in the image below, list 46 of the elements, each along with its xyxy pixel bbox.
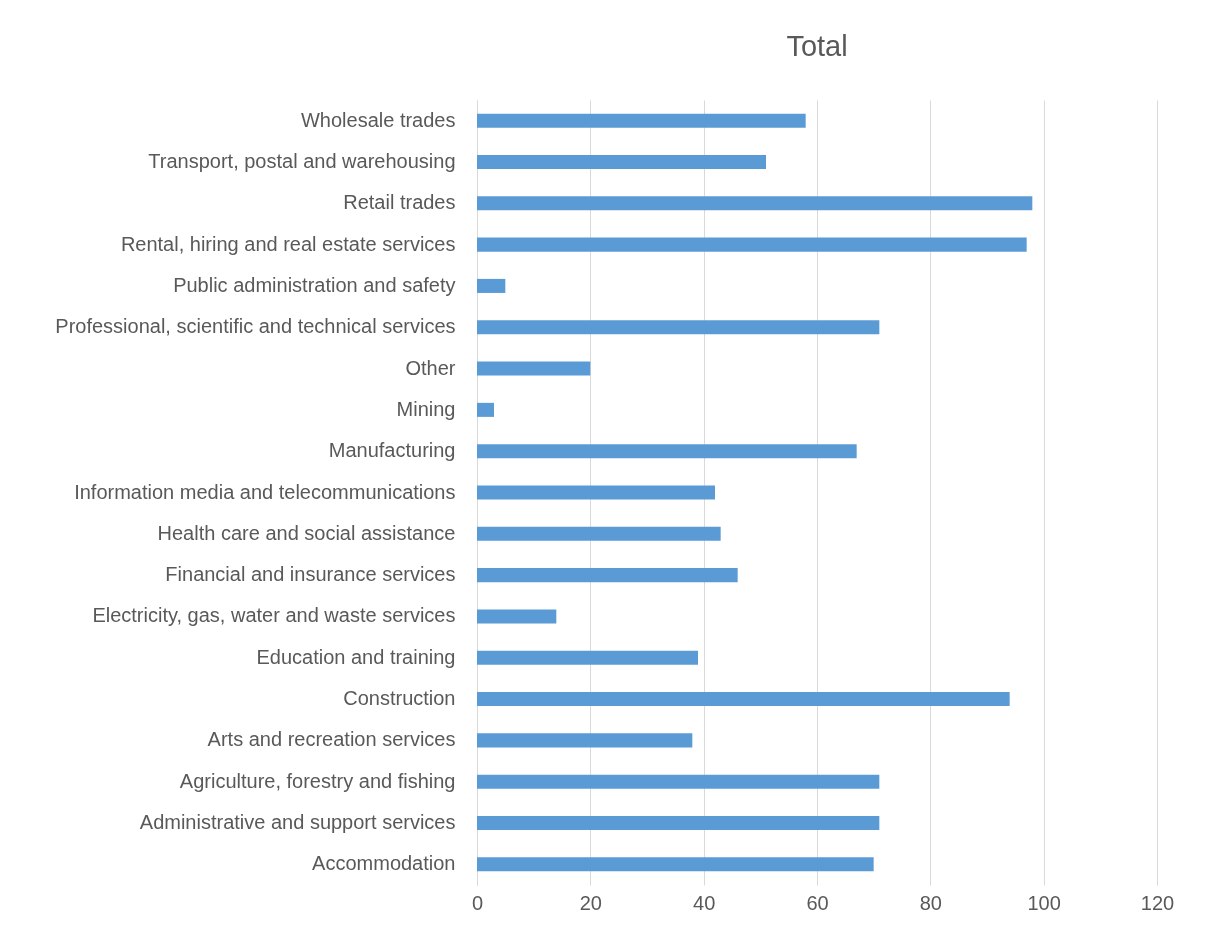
bar [477,857,874,872]
y-tick-label: Rental, hiring and real estate services [120,232,456,255]
x-tick-label: 40 [693,891,716,914]
y-tick-label: Mining [396,397,456,420]
y-tick-label: Arts and recreation services [207,728,456,751]
bar [477,237,1027,252]
bar [477,485,715,500]
chart-title: Total [786,30,848,62]
y-tick-label: Professional, scientific and technical services [55,315,456,338]
bar [477,816,880,831]
y-tick-label: Manufacturing [328,439,456,462]
x-tick-label: 20 [579,891,602,914]
bar [477,774,880,789]
y-tick-label: Retail trades [343,191,456,214]
bar [477,526,721,541]
y-tick-label: Public administration and safety [173,273,456,296]
bar [477,320,880,335]
bar [477,113,806,128]
bar [477,361,591,376]
bar [477,568,738,583]
bar [477,402,494,417]
y-tick-label: Electricity, gas, water and waste services [92,604,456,627]
y-tick-label: Wholesale trades [300,108,456,131]
x-tick-label: 80 [919,891,942,914]
y-tick-label: Transport, postal and warehousing [148,149,456,172]
bar [477,733,693,748]
bar [477,278,506,293]
y-tick-label: Construction [343,687,456,710]
y-tick-label: Education and training [256,645,456,668]
y-tick-label: Administrative and support services [139,811,456,834]
x-tick-label: 0 [471,891,484,914]
bar [477,692,1010,707]
bar [477,650,698,665]
bar [477,154,766,169]
y-tick-label: Health care and social assistance [157,521,456,544]
y-tick-label: Financial and insurance services [165,563,456,586]
y-tick-label: Agriculture, forestry and fishing [179,769,456,792]
y-tick-label: Other [405,356,456,379]
x-tick-label: 60 [806,891,829,914]
y-tick-label: Information media and telecommunications [74,480,456,503]
bar [477,609,557,624]
bar [477,196,1033,211]
bar [477,444,857,459]
x-tick-label: 100 [1027,891,1061,914]
x-tick-label: 120 [1140,891,1175,914]
y-tick-label: Accommodation [312,852,456,875]
